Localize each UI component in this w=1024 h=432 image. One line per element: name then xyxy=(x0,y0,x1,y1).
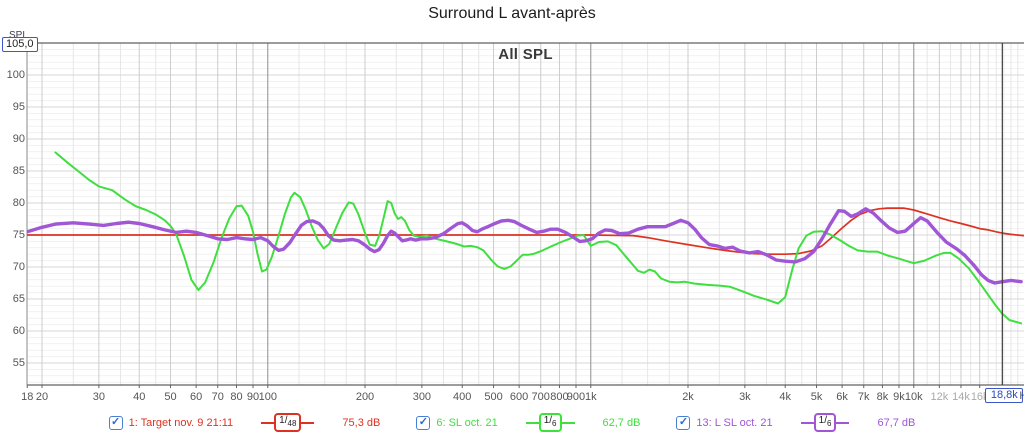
y-tick-label: 60 xyxy=(12,325,25,337)
y-tick-label: 65 xyxy=(12,293,25,305)
x-tick-label: 3k xyxy=(739,391,751,403)
curve-6-sl-oct-21 xyxy=(54,151,1023,325)
x-tick-label: 14k xyxy=(952,391,970,403)
level-at-cursor: 67,7 dB xyxy=(877,416,916,429)
x-tick-label: 12k xyxy=(930,391,949,403)
y-tick-label: 80 xyxy=(12,197,25,209)
smoothing-indicator[interactable]: 1/6 xyxy=(800,413,850,432)
smoothing-value: 1/6 xyxy=(813,413,837,432)
x-tick-label: 700 xyxy=(531,391,550,403)
x-tick-label: 60 xyxy=(189,391,203,403)
y-tick-label: 55 xyxy=(12,357,25,369)
x-tick-label: 10k xyxy=(904,391,923,403)
x-tick-label: 40 xyxy=(133,391,146,403)
x-tick-label: 70 xyxy=(211,391,224,403)
curve-color-line xyxy=(261,421,275,424)
curve-color-line xyxy=(836,421,850,424)
curve-13-l-sl-oct-21 xyxy=(27,207,1023,285)
y-tick-label: 85 xyxy=(12,165,25,177)
x-tick-label: 900 xyxy=(566,391,586,403)
x-tick-label: 100 xyxy=(258,391,277,403)
x-tick-label: 300 xyxy=(412,391,432,403)
x-tick-label: 5k xyxy=(810,391,823,403)
x-tick-label: 800 xyxy=(550,391,569,403)
curve-color-line xyxy=(301,421,315,424)
x-tick-label: 80 xyxy=(230,391,243,403)
curve-1-target-nov-9-21-11 xyxy=(27,207,1024,256)
x-tick-label: 500 xyxy=(484,391,503,403)
legend-entry: ✓ 6: SL oct. 21 xyxy=(416,415,498,430)
x-tick-label: 50 xyxy=(164,391,177,403)
measurement-checkbox[interactable]: ✓ xyxy=(108,415,123,430)
y-tick-label: 70 xyxy=(12,261,25,273)
measurement-label[interactable]: 13: L SL oct. 21 xyxy=(696,416,773,429)
x-tick-label: 2k xyxy=(682,391,694,403)
curve-color-line xyxy=(800,421,814,424)
chart-title: All SPL xyxy=(498,46,553,63)
smoothing-indicator[interactable]: 1/6 xyxy=(525,413,575,432)
curve-color-line xyxy=(525,421,539,424)
x-tick-label: 600 xyxy=(509,391,529,403)
curve-color-line xyxy=(561,421,575,424)
measurement-checkbox[interactable]: ✓ xyxy=(416,415,431,430)
smoothing-indicator[interactable]: 1/48 xyxy=(261,413,315,432)
y-axis-max-box[interactable]: 105,0 xyxy=(2,37,38,52)
x-tick-label: 200 xyxy=(355,391,375,403)
y-axis-name: SPL xyxy=(9,30,28,41)
page-title: Surround L avant-après xyxy=(428,5,596,22)
x-tick-label: 400 xyxy=(453,391,472,403)
y-tick-label: 90 xyxy=(12,133,25,145)
x-axis-unit: Hz xyxy=(1019,390,1024,402)
level-at-cursor: 75,3 dB xyxy=(342,416,381,429)
y-tick-label: 100 xyxy=(6,69,25,81)
y-tick-label: 95 xyxy=(12,101,25,113)
legend-item: ✓ 6: SL oct. 21 1/6 62,7 dB xyxy=(416,413,640,432)
x-tick-label: 4k xyxy=(779,391,792,403)
x-tick-label: 1k xyxy=(584,391,597,403)
smoothing-value: 1/48 xyxy=(274,413,302,432)
smoothing-value: 1/6 xyxy=(538,413,562,432)
x-tick-label: 16k xyxy=(970,391,989,403)
x-tick-label: 20 xyxy=(35,391,49,403)
x-tick-label: 7k xyxy=(857,391,870,403)
x-tick-label: 18 xyxy=(21,391,34,403)
x-tick-label: 8k xyxy=(876,391,889,403)
x-tick-label: 30 xyxy=(92,391,105,403)
x-cursor-frequency-box[interactable]: 18,8k xyxy=(985,388,1024,403)
measurement-label[interactable]: 1: Target nov. 9 21:11 xyxy=(128,416,234,429)
legend-entry: ✓ 13: L SL oct. 21 xyxy=(676,415,773,430)
x-tick-label: 6k xyxy=(836,391,848,403)
x-tick-label: 90 xyxy=(246,391,260,403)
measurement-checkbox[interactable]: ✓ xyxy=(676,415,691,430)
level-at-cursor: 62,7 dB xyxy=(602,416,641,429)
y-tick-label: 75 xyxy=(12,229,25,241)
legend: ✓ 1: Target nov. 9 21:11 1/48 75,3 dB ✓ 6: SL… xyxy=(0,413,1024,432)
legend-item: ✓ 1: Target nov. 9 21:11 1/48 75,3 dB xyxy=(108,413,381,432)
measurement-label[interactable]: 6: SL oct. 21 xyxy=(436,416,498,429)
x-tick-label: 9k xyxy=(893,391,905,403)
legend-item: ✓ 13: L SL oct. 21 1/6 67,7 dB xyxy=(676,413,915,432)
legend-entry: ✓ 1: Target nov. 9 21:11 xyxy=(108,415,234,430)
